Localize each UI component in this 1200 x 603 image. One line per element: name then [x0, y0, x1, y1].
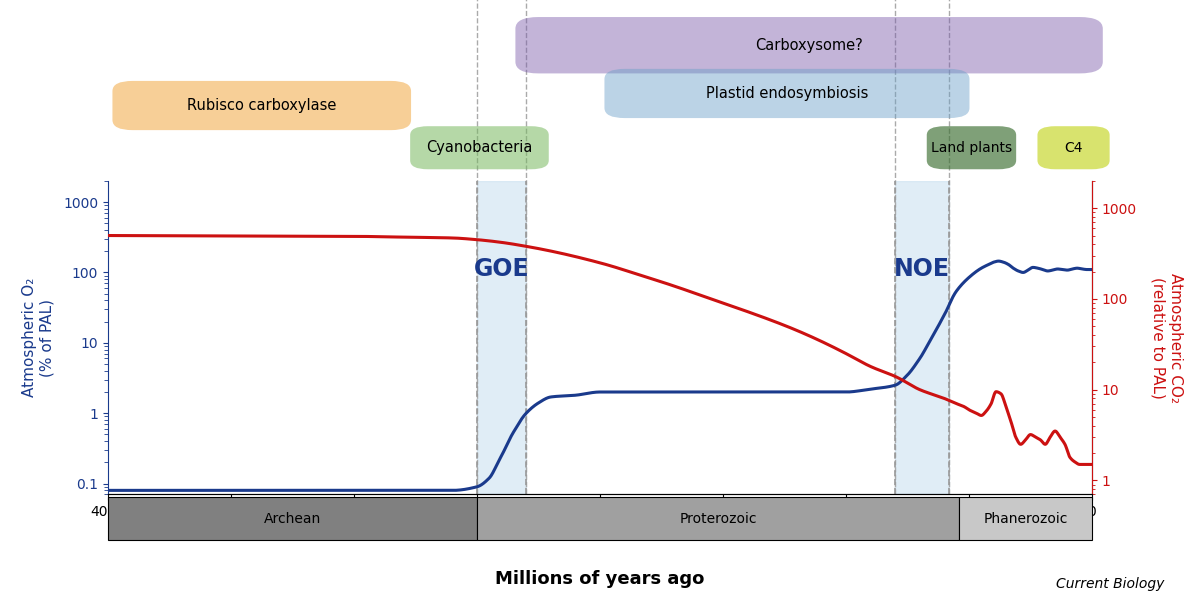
Text: C4: C4 — [1064, 140, 1082, 155]
Text: GOE: GOE — [474, 257, 529, 281]
Text: Carboxysome?: Carboxysome? — [755, 38, 863, 52]
Text: Phanerozoic: Phanerozoic — [983, 511, 1068, 526]
Bar — [959, 497, 1092, 540]
Text: Land plants: Land plants — [931, 140, 1012, 155]
Text: Rubisco carboxylase: Rubisco carboxylase — [187, 98, 336, 113]
Text: Proterozoic: Proterozoic — [679, 511, 757, 526]
Bar — [478, 181, 527, 494]
Text: Cyanobacteria: Cyanobacteria — [426, 140, 533, 155]
Text: Plastid endosymbiosis: Plastid endosymbiosis — [706, 86, 868, 101]
Text: Archean: Archean — [264, 511, 322, 526]
Text: Current Biology: Current Biology — [1056, 577, 1164, 591]
Text: Millions of years ago: Millions of years ago — [496, 570, 704, 588]
Bar — [478, 497, 959, 540]
Y-axis label: Atmospheric CO₂
(relative to PAL): Atmospheric CO₂ (relative to PAL) — [1151, 273, 1183, 403]
Bar — [108, 497, 478, 540]
Text: NOE: NOE — [894, 257, 950, 281]
Y-axis label: Atmospheric O₂
(% of PAL): Atmospheric O₂ (% of PAL) — [23, 278, 55, 397]
Bar — [895, 181, 949, 494]
